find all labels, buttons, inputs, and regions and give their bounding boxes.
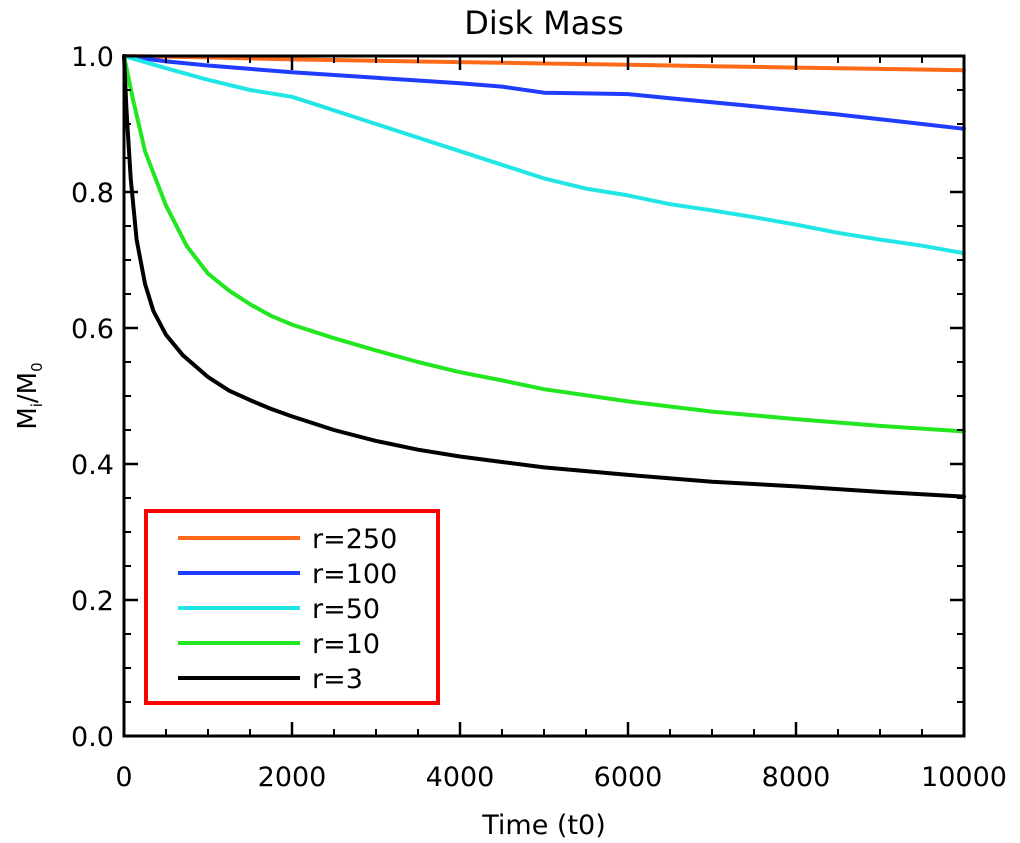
chart-title: Disk Mass bbox=[464, 4, 623, 42]
x-tick-label: 4000 bbox=[426, 762, 495, 793]
y-label-m2: M bbox=[13, 372, 43, 394]
legend-label: r=50 bbox=[312, 594, 380, 625]
x-tick-label: 2000 bbox=[258, 762, 327, 793]
series-layer bbox=[122, 54, 966, 499]
legend-label: r=250 bbox=[312, 524, 397, 555]
series-line-r3 bbox=[122, 54, 966, 499]
y-tick-label: 0.0 bbox=[71, 722, 114, 753]
y-tick-label: 0.2 bbox=[71, 586, 114, 617]
series-line-r100 bbox=[122, 54, 966, 131]
series-line-r50 bbox=[122, 54, 966, 256]
y-label-m1: M bbox=[13, 407, 43, 429]
x-tick-label: 6000 bbox=[594, 762, 663, 793]
y-axis-label: Mi/M0 bbox=[13, 362, 46, 429]
legend-label: r=100 bbox=[312, 559, 397, 590]
x-tick-label: 0 bbox=[115, 762, 132, 793]
series-line-r250 bbox=[122, 54, 966, 73]
series-line-r10 bbox=[122, 54, 966, 434]
ticks-layer: 0 2000 4000 6000 8000 10000 0.0 0.2 0.4 0.6 0.8 1.0 bbox=[71, 42, 1007, 793]
x-axis-label: Time (t0) bbox=[481, 810, 606, 841]
x-tick-label: 10000 bbox=[921, 762, 1007, 793]
y-label-sep: / bbox=[13, 394, 43, 403]
y-tick-label: 0.6 bbox=[71, 314, 114, 345]
legend: r=250 r=100 r=50 r=10 r=3 bbox=[144, 509, 440, 705]
y-label-sub2: 0 bbox=[28, 362, 46, 372]
y-tick-label: 1.0 bbox=[71, 42, 114, 73]
legend-label: r=3 bbox=[312, 664, 363, 695]
svg-text:Mi/M0: Mi/M0 bbox=[13, 362, 46, 429]
y-label-sub1: i bbox=[28, 403, 46, 407]
y-tick-label: 0.4 bbox=[71, 450, 114, 481]
y-tick-label: 0.8 bbox=[71, 178, 114, 209]
x-tick-label: 8000 bbox=[762, 762, 831, 793]
legend-label: r=10 bbox=[312, 629, 380, 660]
